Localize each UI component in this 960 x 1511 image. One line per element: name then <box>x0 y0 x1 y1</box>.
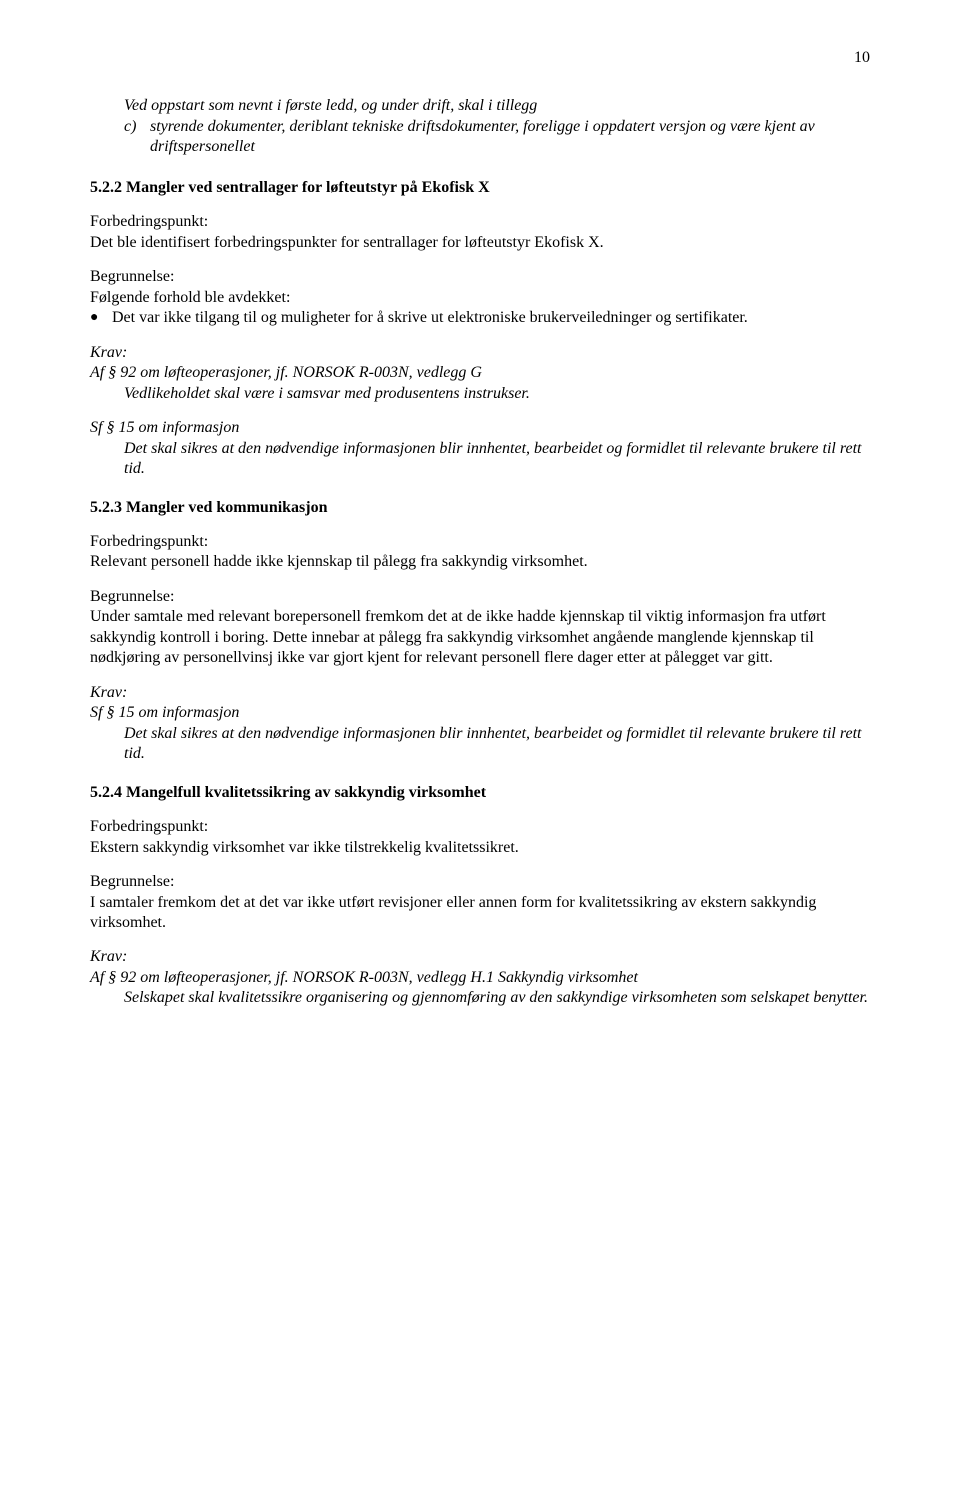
bg-text: I samtaler fremkom det at det var ikke u… <box>90 894 816 931</box>
krav-label: Krav: <box>90 947 870 967</box>
krav-af-body: Vedlikeholdet skal være i samsvar med pr… <box>124 384 870 404</box>
bg-text: Under samtale med relevant borepersonell… <box>90 608 826 666</box>
section-524-fp: Forbedringspunkt: Ekstern sakkyndig virk… <box>90 817 870 858</box>
fp-label: Forbedringspunkt: <box>90 818 208 835</box>
fp-text: Relevant personell hadde ikke kjennskap … <box>90 553 588 570</box>
section-522-krav: Krav: Af § 92 om løfteoperasjoner, jf. N… <box>90 343 870 404</box>
fp-text: Det ble identifisert forbedringspunkter … <box>90 234 604 251</box>
bg-label: Begrunnelse: <box>90 873 174 890</box>
fp-label: Forbedringspunkt: <box>90 213 208 230</box>
list-text-c: styrende dokumenter, deriblant tekniske … <box>150 117 870 158</box>
section-522-bg: Begrunnelse: Følgende forhold ble avdekk… <box>90 267 870 328</box>
fp-label: Forbedringspunkt: <box>90 533 208 550</box>
section-524-bg: Begrunnelse: I samtaler fremkom det at d… <box>90 872 870 933</box>
intro-line1: Ved oppstart som nevnt i første ledd, og… <box>124 96 870 116</box>
heading-522: 5.2.2 Mangler ved sentrallager for løfte… <box>90 178 870 198</box>
section-522-krav-sf: Sf § 15 om informasjon Det skal sikres a… <box>90 418 870 479</box>
list-marker-c: c) <box>124 117 150 158</box>
fp-text: Ekstern sakkyndig virksomhet var ikke ti… <box>90 839 519 856</box>
heading-524: 5.2.4 Mangelfull kvalitetssikring av sak… <box>90 783 870 803</box>
bullet-icon: ● <box>90 308 112 328</box>
krav-label: Krav: <box>90 683 870 703</box>
krav-sf-title: Sf § 15 om informasjon <box>90 703 870 723</box>
intro-item-c: c) styrende dokumenter, deriblant teknis… <box>124 117 870 158</box>
page-number: 10 <box>90 48 870 68</box>
bullet-text: Det var ikke tilgang til og muligheter f… <box>112 308 748 328</box>
heading-523: 5.2.3 Mangler ved kommunikasjon <box>90 498 870 518</box>
bg-label: Begrunnelse: <box>90 268 174 285</box>
krav-af-body: Selskapet skal kvalitetssikre organiseri… <box>124 988 870 1008</box>
krav-sf-body: Det skal sikres at den nødvendige inform… <box>124 439 870 480</box>
bg-label: Begrunnelse: <box>90 588 174 605</box>
section-524-krav: Krav: Af § 92 om løfteoperasjoner, jf. N… <box>90 947 870 1008</box>
krav-sf-title: Sf § 15 om informasjon <box>90 418 870 438</box>
krav-sf-body: Det skal sikres at den nødvendige inform… <box>124 724 870 765</box>
section-522-fp: Forbedringspunkt: Det ble identifisert f… <box>90 212 870 253</box>
krav-label: Krav: <box>90 343 870 363</box>
bg-text: Følgende forhold ble avdekket: <box>90 289 290 306</box>
bullet-item: ● Det var ikke tilgang til og muligheter… <box>90 308 870 328</box>
intro-block: Ved oppstart som nevnt i første ledd, og… <box>124 96 870 157</box>
section-523-fp: Forbedringspunkt: Relevant personell had… <box>90 532 870 573</box>
section-523-bg: Begrunnelse: Under samtale med relevant … <box>90 587 870 669</box>
krav-af-title: Af § 92 om løfteoperasjoner, jf. NORSOK … <box>90 968 870 988</box>
krav-af-title: Af § 92 om løfteoperasjoner, jf. NORSOK … <box>90 363 870 383</box>
section-523-krav: Krav: Sf § 15 om informasjon Det skal si… <box>90 683 870 765</box>
